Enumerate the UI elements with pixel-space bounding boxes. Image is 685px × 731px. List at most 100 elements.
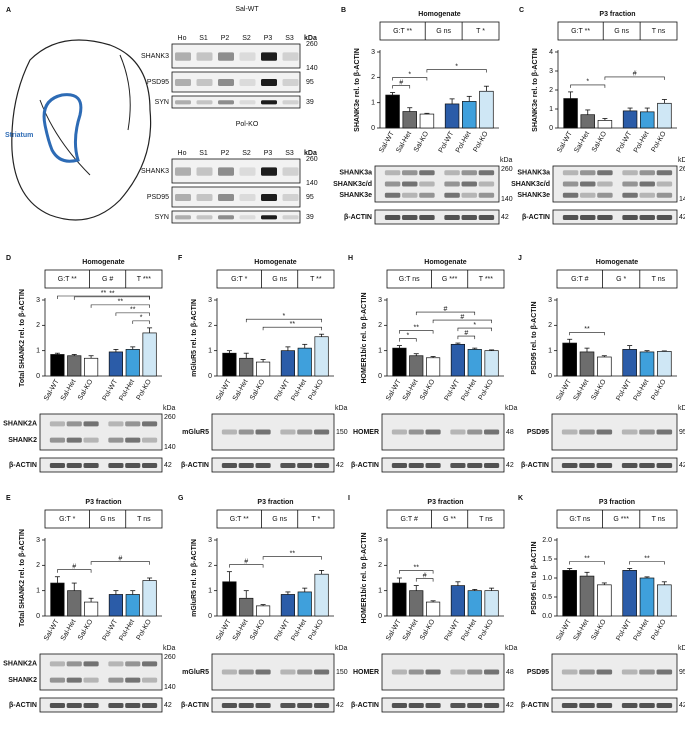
y-tick-label: 3 [549,68,553,75]
significance-bracket [432,319,492,324]
bar [385,94,400,129]
y-tick-label: 3 [371,49,375,56]
blot-band [561,429,578,435]
blot-band [596,429,613,435]
x-tick-label: Pol-KO [308,378,326,402]
x-tick-label: Sal-WT [43,618,61,642]
blot-frame [551,413,678,451]
kda-label: 140 [306,65,318,72]
blot-band [384,170,401,176]
panel-letter: H [348,255,353,262]
kda-label: 42 [679,462,685,469]
panel-letter: E [6,495,11,502]
band-label: mGluR5 [182,429,209,436]
bar [142,332,157,377]
chart-title: P3 fraction [85,499,121,506]
blot-frame [211,413,335,451]
band-label: SHANK2A [3,421,37,428]
x-tick-label: Sal-KO [249,378,267,402]
x-tick-label: Sal-WT [43,378,61,402]
blot-band [196,52,213,61]
lane-label: S1 [199,35,208,42]
y-tick-label: 3 [36,537,40,544]
stats-box [557,21,678,41]
bar [562,570,577,617]
y-axis-label: SHANK3e rel. to β-ACTIN [354,48,361,132]
blot-band [562,170,579,176]
row-label: SYN [155,214,169,221]
blot-band [142,661,158,667]
blot-band [66,437,82,443]
y-tick-label: 1 [378,348,382,355]
significance-bracket [57,295,150,299]
x-tick-label: Sal-KO [419,378,437,402]
significance-label: * [408,71,411,78]
x-tick-label: Pol-Het [460,618,478,642]
blot-band [621,463,638,468]
blot-band [656,215,673,220]
bar [579,351,595,377]
y-tick-label: 3 [208,537,212,544]
x-tick-label: Pol-Het [290,618,308,642]
x-tick-label: Sal-WT [215,378,233,402]
bar [50,354,65,377]
bar [563,98,578,129]
y-tick-label: 2 [549,87,553,94]
kda-header: kDa [678,645,685,652]
bar [450,585,465,617]
lane-label: S1 [199,150,208,157]
blot-band [408,669,424,675]
panel-letter: C [519,7,524,14]
blot-band [314,463,330,468]
blot-band [280,669,296,675]
bar [562,342,577,377]
significance-bracket [457,335,476,340]
y-tick-label: 1 [378,588,382,595]
blot-band [639,215,655,220]
kda-label: 150 [336,429,348,436]
x-tick-label: Sal-KO [590,378,608,402]
blot-band [467,429,483,435]
blot-frame [551,653,678,691]
blot-band [282,79,299,86]
stats-text: G *** [613,516,629,523]
stats-text: G ns [100,516,115,523]
x-tick-label: Pol-KO [650,130,668,154]
blot-band [621,703,638,708]
y-tick-label: 2 [371,74,375,81]
blot-band [49,421,65,427]
x-tick-label: Sal-KO [249,618,267,642]
x-tick-label: Pol-KO [472,130,490,154]
blot-band [425,703,441,708]
bar [314,336,329,377]
band-label: SHANK3a [339,170,372,177]
y-tick-label: 3 [208,297,212,304]
lane-label: S3 [285,150,294,157]
loading-label: β-ACTIN [522,214,550,221]
blot-band [461,170,477,176]
blot-group: Sal-WT [235,6,259,13]
blot-band [196,167,213,176]
blot-band [282,194,299,201]
x-tick-label: Sal-Het [395,130,413,154]
blot-band [297,703,313,708]
band-label: SHANK2 [8,677,37,684]
blot-band [656,669,673,675]
kda-label: 260 [501,166,513,173]
x-tick-label: Sal-WT [385,378,403,402]
chart-title: P3 fraction [257,499,293,506]
significance-bracket [569,331,605,336]
x-tick-label: Pol-WT [274,618,292,642]
blot-frame [211,697,335,713]
bar [392,347,407,377]
stats-box [216,509,335,529]
bar [83,601,99,617]
kda-header: kDa [505,405,518,412]
y-tick-label: 3 [36,297,40,304]
kda-label: 42 [501,214,509,221]
lane-label: S3 [285,35,294,42]
blot-band [282,100,299,105]
blot-frame [552,209,678,225]
y-tick-label: 0 [208,613,212,620]
significance-bracket [415,578,434,582]
